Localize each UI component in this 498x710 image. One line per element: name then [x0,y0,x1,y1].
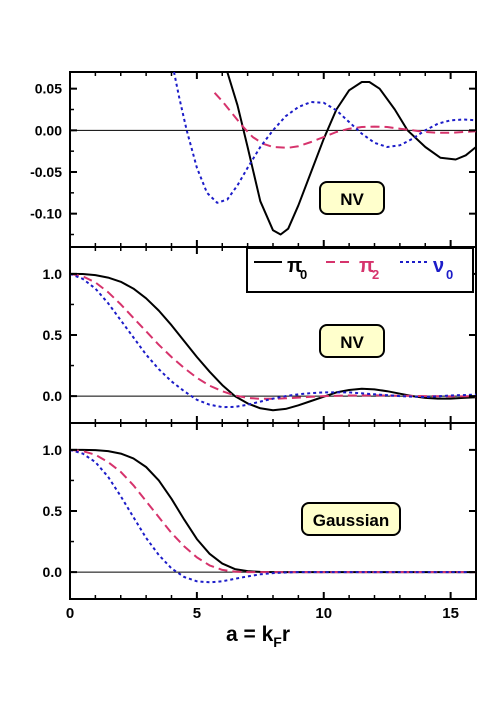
legend-symbol-pi2: π [359,255,374,277]
x-axis-label-sub: F [273,634,282,650]
top-y-tick-label: 0.00 [35,122,62,138]
x-tick-label: 0 [66,605,74,622]
ticks: 0.050.00-0.05-0.101.00.50.01.00.50.00 5 10… [30,72,477,622]
x-tick-label: 5 [193,605,201,622]
top-series-pi2 [213,92,476,149]
middle-y-tick-label: 1.0 [43,266,63,282]
bottom-y-tick-label: 1.0 [43,442,63,458]
bottom-y-tick-label: 0.0 [43,564,63,580]
x-axis-label-tail: r [282,623,290,646]
top-y-tick-label: -0.10 [30,206,62,222]
bottom-y-tick-label: 0.5 [43,503,63,519]
legend-sub-nu0: 0 [446,267,453,282]
bottom-series-nu0 [70,448,476,584]
top-panel-frame [69,71,477,248]
legend-sub-pi2: 2 [372,267,379,282]
bottom-series-pi2 [70,448,476,574]
top-y-tick-label: -0.05 [30,164,62,180]
top-series-pi0 [226,72,476,236]
x-axis-label-main: a = k [226,623,274,646]
x-axis-label: a = kFr [226,623,290,650]
middle-series-pi0 [70,272,476,412]
middle-panel-label-text: NV [340,333,364,352]
bottom-panel-label: Gaussian [301,502,401,536]
zero-lines [70,129,476,573]
top-y-tick-label: 0.05 [35,81,62,97]
middle-y-tick-label: 0.5 [43,327,63,343]
x-tick-label: 15 [442,605,459,622]
bottom-series-pi0 [70,448,476,574]
legend-sub-pi0: 0 [300,267,307,282]
x-tick-label: 10 [315,605,332,622]
middle-panel-label: NV [319,324,385,358]
top-series-nu0 [173,72,476,204]
middle-series-pi2 [70,272,476,400]
legend-symbol-nu0: ν [433,255,444,277]
middle-y-tick-label: 0.0 [43,388,63,404]
curves [70,72,476,584]
top-panel-label-text: NV [340,190,364,209]
middle-series-nu0 [70,272,476,409]
bottom-panel-label-text: Gaussian [313,511,390,530]
legend: π 0 π 2 ν 0 [246,247,474,293]
top-panel-label: NV [319,181,385,215]
legend-symbol-pi0: π [287,255,302,277]
